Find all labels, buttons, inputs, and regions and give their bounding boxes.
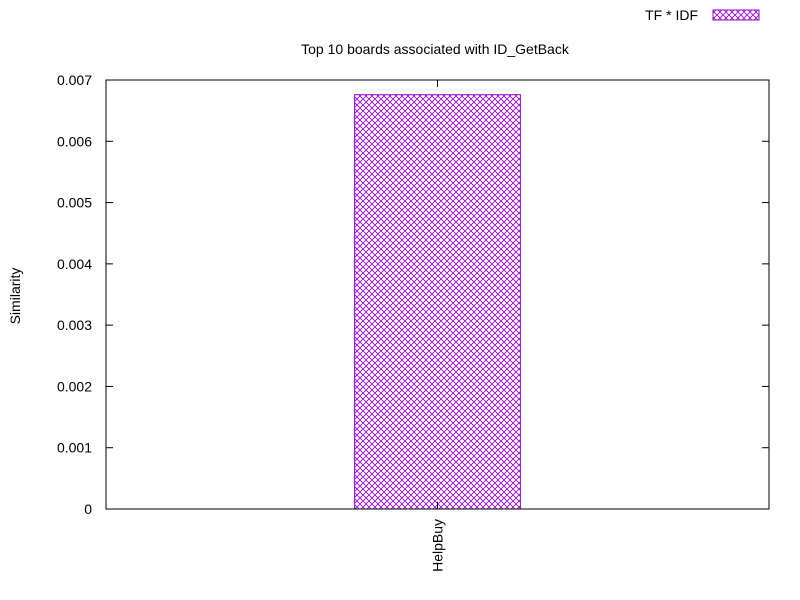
y-tick-label: 0 xyxy=(84,501,92,517)
y-axis-ticks: 0 0.001 0.002 0.003 0.004 0.005 0.006 0.007 xyxy=(57,72,769,517)
legend-swatch xyxy=(712,9,760,21)
plot-frame xyxy=(105,79,770,510)
bars xyxy=(354,94,521,510)
bar xyxy=(354,94,521,510)
x-tick-label: HelpBuy xyxy=(430,519,446,572)
y-tick-label: 0.007 xyxy=(57,72,92,88)
y-tick-label: 0.002 xyxy=(57,378,92,394)
legend: TF * IDF xyxy=(645,7,760,23)
y-tick-label: 0.004 xyxy=(57,256,92,272)
x-axis-ticks: HelpBuy xyxy=(430,80,446,572)
legend-label: TF * IDF xyxy=(645,7,698,23)
y-tick-label: 0.003 xyxy=(57,317,92,333)
y-tick-label: 0.005 xyxy=(57,195,92,211)
y-axis-label: Similarity xyxy=(7,268,23,325)
y-tick-label: 0.001 xyxy=(57,440,92,456)
chart-title: Top 10 boards associated with ID_GetBack xyxy=(301,41,570,57)
y-tick-label: 0.006 xyxy=(57,133,92,149)
